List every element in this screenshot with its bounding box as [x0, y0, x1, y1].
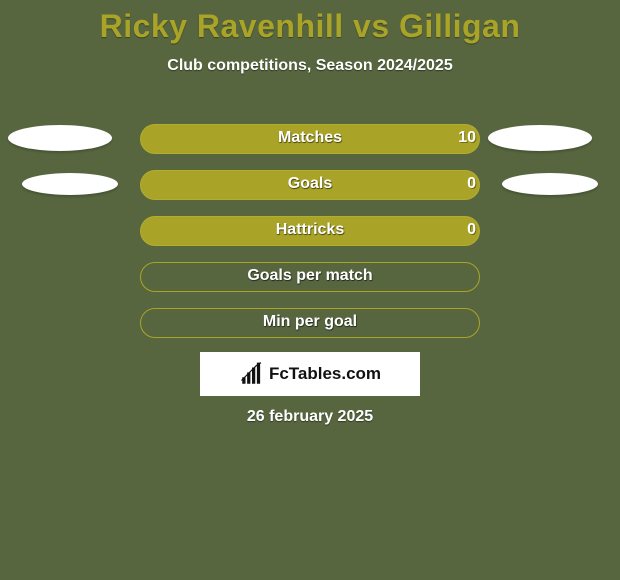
- stat-label: Matches: [140, 129, 480, 147]
- left-ellipse: [8, 125, 112, 151]
- stat-value: 10: [448, 129, 476, 147]
- stat-value: 0: [448, 175, 476, 193]
- date-text: 26 february 2025: [0, 408, 620, 426]
- subtitle: Club competitions, Season 2024/2025: [0, 57, 620, 75]
- stat-rows: Matches10Goals0Hattricks0Goals per match…: [0, 122, 620, 352]
- stat-value: 0: [448, 221, 476, 239]
- stat-label: Goals per match: [140, 267, 480, 285]
- comparison-infographic: Ricky Ravenhill vs Gilligan Club competi…: [0, 0, 620, 580]
- right-ellipse: [502, 173, 598, 195]
- logo-box: FcTables.com: [200, 352, 420, 396]
- page-title: Ricky Ravenhill vs Gilligan: [0, 0, 620, 45]
- stat-label: Hattricks: [140, 221, 480, 239]
- left-ellipse: [22, 173, 118, 195]
- stat-label: Goals: [140, 175, 480, 193]
- stat-row: Hattricks0: [0, 214, 620, 260]
- logo-text: FcTables.com: [269, 364, 381, 384]
- barchart-icon: [239, 361, 265, 387]
- right-ellipse: [488, 125, 592, 151]
- stat-row: Goals0: [0, 168, 620, 214]
- stat-label: Min per goal: [140, 313, 480, 331]
- stat-row: Min per goal: [0, 306, 620, 352]
- stat-row: Matches10: [0, 122, 620, 168]
- stat-row: Goals per match: [0, 260, 620, 306]
